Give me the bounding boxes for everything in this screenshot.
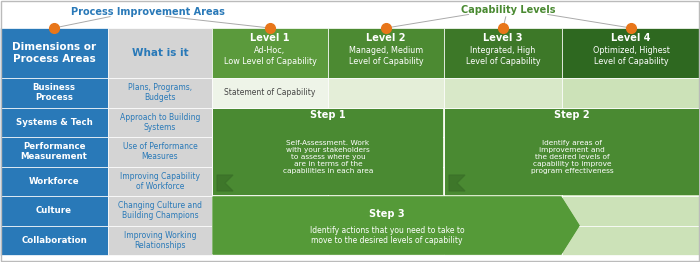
Bar xyxy=(328,28,444,78)
Bar xyxy=(328,107,444,137)
Bar xyxy=(108,196,212,226)
Text: Integrated, High
Level of Capability: Integrated, High Level of Capability xyxy=(466,46,540,66)
Text: Plans, Programs,
Budgets: Plans, Programs, Budgets xyxy=(128,83,192,102)
Bar xyxy=(212,166,328,196)
Text: Workforce: Workforce xyxy=(29,177,79,186)
Bar xyxy=(328,196,444,226)
Bar xyxy=(562,166,700,196)
Bar xyxy=(108,226,212,255)
Text: Identify areas of
improvement and
the desired levels of
capability to improve
pr: Identify areas of improvement and the de… xyxy=(531,140,613,174)
Bar xyxy=(444,137,562,166)
Text: Level 4: Level 4 xyxy=(611,33,651,43)
Text: Dimensions or
Process Areas: Dimensions or Process Areas xyxy=(12,42,96,64)
Bar xyxy=(562,107,700,137)
Bar xyxy=(0,166,108,196)
Text: Improving Capability
of Workforce: Improving Capability of Workforce xyxy=(120,172,200,191)
Text: Approach to Building
Systems: Approach to Building Systems xyxy=(120,113,200,132)
Bar xyxy=(444,28,562,78)
Bar xyxy=(212,107,328,137)
Bar xyxy=(0,196,108,226)
Bar xyxy=(108,78,212,107)
Text: Systems & Tech: Systems & Tech xyxy=(15,118,92,127)
Bar xyxy=(212,226,328,255)
Bar xyxy=(0,28,108,78)
Text: Optimized, Highest
Level of Capability: Optimized, Highest Level of Capability xyxy=(593,46,669,66)
Text: Level 2: Level 2 xyxy=(366,33,406,43)
Bar xyxy=(328,78,444,107)
Text: What is it: What is it xyxy=(132,48,188,58)
Bar xyxy=(328,166,444,196)
Text: Collaboration: Collaboration xyxy=(21,236,87,245)
Text: Identify actions that you need to take to
move to the desired levels of capabili: Identify actions that you need to take t… xyxy=(309,226,464,245)
Bar xyxy=(444,166,562,196)
Bar xyxy=(213,108,443,195)
Bar xyxy=(212,78,328,107)
Text: Improving Working
Relationships: Improving Working Relationships xyxy=(124,231,196,250)
Text: Changing Culture and
Building Champions: Changing Culture and Building Champions xyxy=(118,201,202,220)
Bar xyxy=(328,226,444,255)
Text: Business
Process: Business Process xyxy=(32,83,76,102)
Text: Use of Performance
Measures: Use of Performance Measures xyxy=(122,142,197,161)
Bar xyxy=(445,108,699,195)
Text: Process Improvement Areas: Process Improvement Areas xyxy=(71,7,225,17)
Bar xyxy=(444,196,562,226)
Bar xyxy=(562,196,700,226)
Bar xyxy=(0,78,108,107)
Text: Statement of Capability: Statement of Capability xyxy=(224,88,316,97)
Bar xyxy=(444,226,562,255)
Text: Step 1: Step 1 xyxy=(310,111,346,121)
Bar xyxy=(562,137,700,166)
Polygon shape xyxy=(217,175,233,191)
Bar xyxy=(562,78,700,107)
Bar xyxy=(0,226,108,255)
Polygon shape xyxy=(213,197,579,254)
Bar xyxy=(562,28,700,78)
Text: Managed, Medium
Level of Capability: Managed, Medium Level of Capability xyxy=(349,46,424,66)
Polygon shape xyxy=(449,175,465,191)
Bar xyxy=(212,28,328,78)
Text: Step 2: Step 2 xyxy=(554,111,590,121)
Text: Capability Levels: Capability Levels xyxy=(461,5,555,15)
Text: Performance
Measurement: Performance Measurement xyxy=(20,142,88,161)
Bar xyxy=(108,107,212,137)
Bar xyxy=(108,28,212,78)
Bar xyxy=(444,78,562,107)
Bar xyxy=(212,137,328,166)
Bar xyxy=(108,166,212,196)
Text: Ad-Hoc,
Low Level of Capability: Ad-Hoc, Low Level of Capability xyxy=(223,46,316,66)
Text: Level 3: Level 3 xyxy=(483,33,523,43)
Text: Step 3: Step 3 xyxy=(369,209,405,219)
Text: Self-Assessment. Work
with your stakeholders
to assess where you
are in terms of: Self-Assessment. Work with your stakehol… xyxy=(283,140,373,174)
Bar xyxy=(328,137,444,166)
Bar xyxy=(0,137,108,166)
Text: Level 1: Level 1 xyxy=(251,33,290,43)
Bar xyxy=(212,196,328,226)
Bar xyxy=(562,226,700,255)
Text: Culture: Culture xyxy=(36,206,72,215)
Bar xyxy=(444,107,562,137)
Bar xyxy=(0,107,108,137)
Bar xyxy=(108,137,212,166)
